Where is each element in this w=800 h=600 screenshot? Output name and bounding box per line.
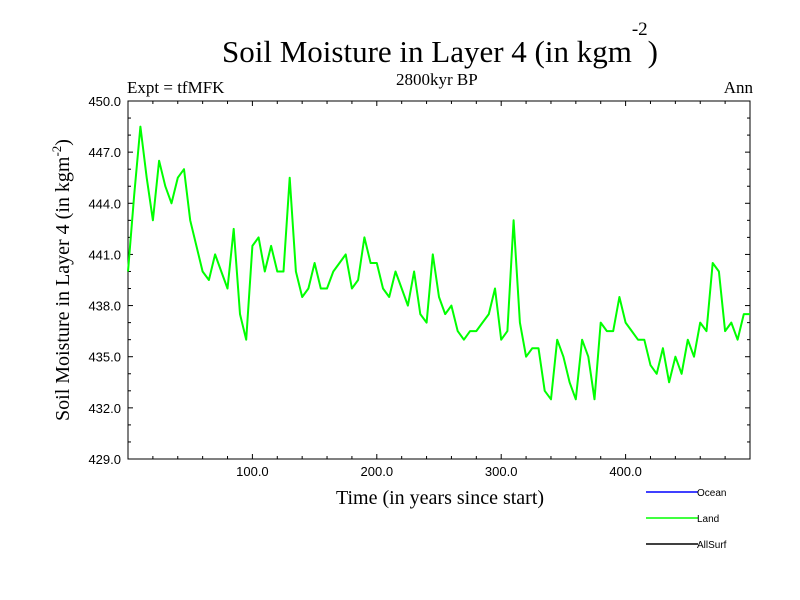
y-tick-label: 447.0 bbox=[88, 145, 121, 160]
x-tick-label: 400.0 bbox=[609, 464, 642, 479]
legend-label-allsurf: AllSurf bbox=[697, 540, 727, 551]
x-tick-label: 100.0 bbox=[236, 464, 269, 479]
x-tick-label: 200.0 bbox=[361, 464, 394, 479]
x-axis-ticks: 100.0 200.0 300.0 400.0 bbox=[152, 101, 726, 479]
legend: Ocean Land AllSurf bbox=[646, 488, 727, 551]
x-tick-label: 300.0 bbox=[485, 464, 518, 479]
series-group bbox=[127, 125, 750, 401]
y-tick-label: 441.0 bbox=[88, 247, 121, 262]
legend-label-ocean: Ocean bbox=[697, 488, 726, 499]
series-line-land bbox=[127, 125, 750, 401]
chart-subtitle: 2800kyr BP bbox=[396, 70, 478, 89]
y-tick-label: 432.0 bbox=[88, 401, 121, 416]
legend-label-land: Land bbox=[697, 514, 719, 525]
x-axis-title: Time (in years since start) bbox=[336, 487, 544, 509]
y-axis-ticks: 429.0 432.0 435.0 438.0 441.0 444.0 447.0 450.0 bbox=[88, 94, 750, 467]
y-axis-title: Soil Moisture in Layer 4 (in kgm-2) bbox=[49, 139, 74, 421]
season-label: Ann bbox=[723, 78, 753, 97]
experiment-label: Expt = tfMFK bbox=[127, 78, 225, 97]
y-tick-label: 435.0 bbox=[88, 350, 121, 365]
y-tick-label: 444.0 bbox=[88, 196, 121, 211]
y-tick-label: 450.0 bbox=[88, 94, 121, 109]
chart-title: Soil Moisture in Layer 4 (in kgm-2) bbox=[222, 19, 658, 69]
y-tick-label: 429.0 bbox=[88, 452, 121, 467]
y-tick-label: 438.0 bbox=[88, 299, 121, 314]
plot-frame bbox=[127, 100, 751, 460]
